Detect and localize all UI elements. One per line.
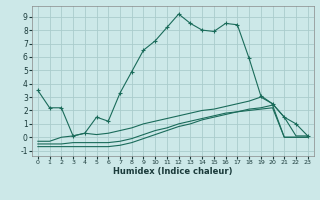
X-axis label: Humidex (Indice chaleur): Humidex (Indice chaleur) — [113, 167, 233, 176]
